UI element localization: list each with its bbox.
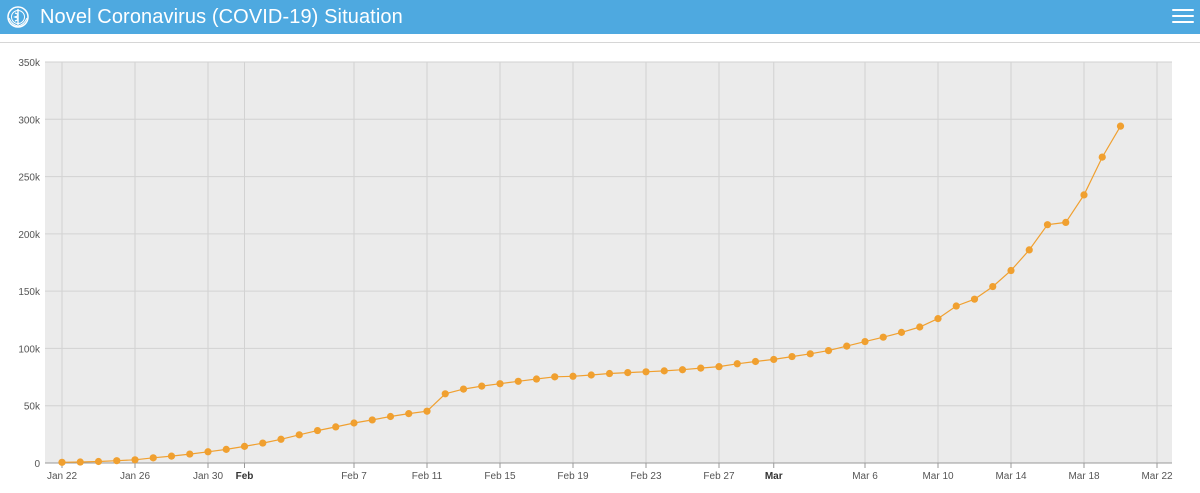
data-point	[167, 452, 176, 460]
x-tick-label: Jan 22	[47, 471, 77, 482]
plot-area	[45, 62, 1172, 463]
data-point	[551, 373, 559, 381]
data-point	[332, 423, 340, 431]
data-point	[587, 371, 595, 379]
data-point	[788, 352, 796, 361]
data-point	[989, 282, 997, 291]
data-point	[149, 454, 157, 462]
data-point	[240, 442, 249, 450]
data-point	[605, 369, 614, 378]
data-point	[733, 360, 741, 368]
chart-panel: 0 50k 100k 150k 200k 250k 300k 350k Jan 22 Jan 26…	[0, 42, 1200, 488]
data-point	[934, 315, 942, 323]
x-tick-label: Mar 14	[995, 471, 1027, 482]
data-point	[113, 457, 121, 465]
data-point	[952, 302, 960, 310]
data-point	[1098, 153, 1106, 161]
x-tick-label: Feb	[236, 471, 254, 482]
x-tick-label: Jan 30	[193, 471, 223, 482]
data-point	[295, 431, 303, 439]
data-point	[514, 377, 522, 385]
data-point	[222, 445, 230, 453]
data-point	[94, 457, 103, 466]
data-point	[277, 435, 285, 443]
data-point	[76, 458, 84, 466]
data-point	[131, 456, 139, 464]
x-tick-label: Mar 22	[1141, 471, 1173, 482]
y-tick-label: 100k	[18, 344, 41, 355]
data-point	[642, 368, 650, 376]
data-point	[970, 295, 979, 303]
x-tick-label: Feb 19	[557, 471, 589, 482]
x-tick-label: Mar	[765, 471, 783, 482]
data-point	[1043, 221, 1052, 229]
data-point	[478, 382, 486, 390]
app-title: Novel Coronavirus (COVID-19) Situation	[40, 5, 403, 28]
data-point	[58, 458, 66, 466]
data-point	[496, 380, 504, 388]
cases-line-chart: 0 50k 100k 150k 200k 250k 300k 350k Jan 22 Jan 26…	[18, 58, 1173, 482]
who-emblem-icon	[6, 5, 30, 29]
data-point	[770, 355, 778, 364]
data-point	[459, 385, 468, 393]
data-point	[186, 450, 194, 458]
x-tick-label: Mar 18	[1068, 471, 1100, 482]
data-point	[916, 323, 924, 331]
app-header: Novel Coronavirus (COVID-19) Situation	[0, 0, 1200, 34]
x-tick-label: Jan 26	[120, 471, 150, 482]
data-point	[751, 357, 760, 366]
x-tick-label: Feb 23	[630, 471, 662, 482]
data-point	[259, 439, 267, 447]
data-point	[1062, 218, 1070, 226]
data-point	[350, 419, 358, 427]
data-point	[204, 448, 212, 456]
y-tick-label: 250k	[18, 173, 41, 184]
y-tick-label: 350k	[18, 58, 41, 69]
data-point	[405, 410, 413, 418]
hamburger-menu-icon[interactable]	[1172, 5, 1194, 27]
data-point	[715, 363, 723, 371]
data-point	[532, 375, 541, 383]
y-tick-label: 300k	[18, 115, 41, 126]
y-tick-label: 50k	[24, 402, 41, 413]
x-tick-label: Feb 11	[412, 471, 443, 482]
data-point	[441, 390, 449, 398]
data-point	[1025, 246, 1033, 254]
data-point	[1116, 122, 1125, 130]
data-point	[660, 367, 668, 375]
data-point	[678, 366, 687, 374]
data-point	[1080, 191, 1088, 199]
y-tick-label: 150k	[18, 287, 41, 298]
data-point	[861, 337, 869, 346]
data-point	[824, 347, 833, 355]
data-point	[313, 426, 322, 435]
data-point	[368, 416, 376, 424]
data-point	[897, 328, 906, 336]
x-tick-label: Mar 10	[922, 471, 954, 482]
data-point	[879, 333, 887, 341]
x-tick-label: Mar 6	[852, 471, 878, 482]
data-point	[697, 364, 705, 372]
x-tick-label: Feb 15	[484, 471, 516, 482]
data-point	[423, 407, 431, 415]
x-tick-label: Feb 7	[341, 471, 367, 482]
data-point	[806, 350, 814, 358]
y-tick-label: 200k	[18, 230, 41, 241]
x-tick-label: Feb 27	[703, 471, 735, 482]
data-point	[1007, 266, 1015, 275]
data-point	[386, 412, 395, 421]
data-point	[569, 372, 577, 380]
data-point	[843, 342, 851, 350]
data-point	[624, 369, 632, 377]
y-tick-label: 0	[34, 459, 40, 470]
